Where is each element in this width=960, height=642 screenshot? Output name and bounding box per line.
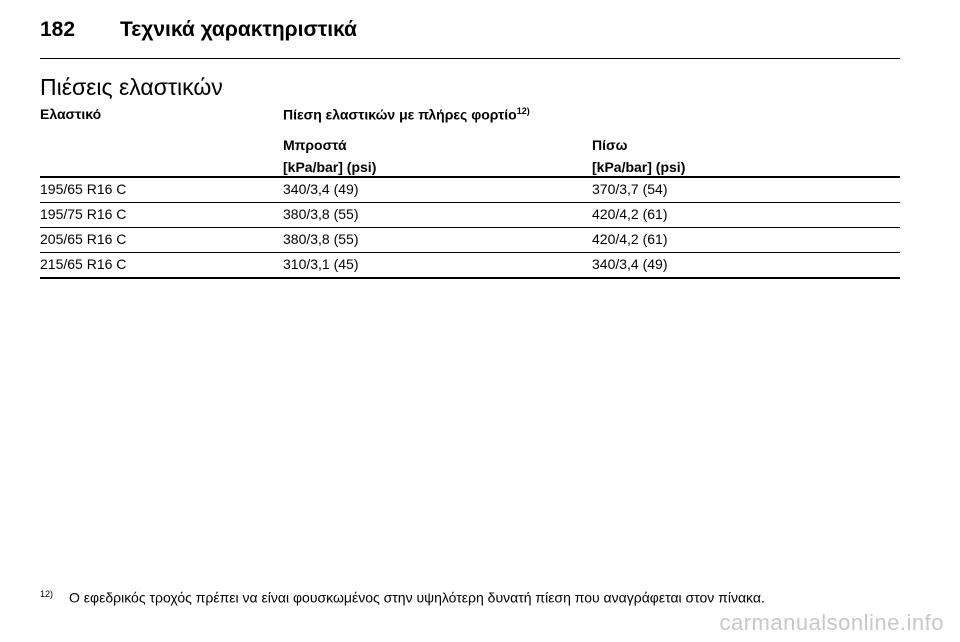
footnote: 12) Ο εφεδρικός τροχός πρέπει να είναι φο… <box>40 589 765 606</box>
table-row: 205/65 R16 C 380/3,8 (55) 420/4,2 (61) <box>40 228 900 253</box>
cell-front: 380/3,8 (55) <box>283 231 359 247</box>
rear-label: Πίσω <box>592 137 628 153</box>
cell-tyre: 215/65 R16 C <box>40 256 127 272</box>
table-row: 215/65 R16 C 310/3,1 (45) 340/3,4 (49) <box>40 253 900 279</box>
cell-front: 340/3,4 (49) <box>283 181 359 197</box>
cell-front: 380/3,8 (55) <box>283 206 359 222</box>
cell-tyre: 195/75 R16 C <box>40 206 127 222</box>
table-row: 195/65 R16 C 340/3,4 (49) 370/3,7 (54) <box>40 178 900 203</box>
column-header-front: Μπροστά [kPa/bar] (psi) <box>283 134 376 178</box>
table-subheader-row: Μπροστά [kPa/bar] (psi) Πίσω [kPa/bar] (… <box>40 132 900 178</box>
table-header-row: Ελαστικό Πίεση ελαστικών με πλήρες φορτί… <box>40 106 900 132</box>
rear-unit: [kPa/bar] (psi) <box>592 159 686 175</box>
cell-rear: 420/4,2 (61) <box>592 231 668 247</box>
watermark: carmanualsonline.info <box>719 610 944 635</box>
footnote-reference: 12) <box>516 106 530 116</box>
section-title: Πιέσεις ελαστικών <box>40 74 223 100</box>
column-header-tyre: Ελαστικό <box>40 106 102 122</box>
column-header-pressure: Πίεση ελαστικών με πλήρες φορτίο12) <box>283 106 530 123</box>
column-header-pressure-label: Πίεση ελαστικών με πλήρες φορτίο <box>283 106 517 123</box>
front-label: Μπροστά <box>283 137 347 153</box>
cell-tyre: 195/65 R16 C <box>40 181 127 197</box>
page-number: 182 <box>40 18 76 41</box>
cell-rear: 370/3,7 (54) <box>592 181 668 197</box>
column-header-rear: Πίσω [kPa/bar] (psi) <box>592 134 685 178</box>
table-row: 195/75 R16 C 380/3,8 (55) 420/4,2 (61) <box>40 203 900 228</box>
page-header: 182 Τεχνικά χαρακτηριστικά <box>40 18 900 59</box>
tyre-pressure-table: Ελαστικό Πίεση ελαστικών με πλήρες φορτί… <box>40 106 900 279</box>
footnote-text: Ο εφεδρικός τροχός πρέπει να είναι φουσκ… <box>69 589 765 606</box>
front-unit: [kPa/bar] (psi) <box>283 159 377 175</box>
footnote-marker: 12) <box>40 589 54 599</box>
chapter-title: Τεχνικά χαρακτηριστικά <box>120 18 357 41</box>
cell-front: 310/3,1 (45) <box>283 256 359 272</box>
cell-rear: 420/4,2 (61) <box>592 206 668 222</box>
cell-rear: 340/3,4 (49) <box>592 256 668 272</box>
cell-tyre: 205/65 R16 C <box>40 231 127 247</box>
